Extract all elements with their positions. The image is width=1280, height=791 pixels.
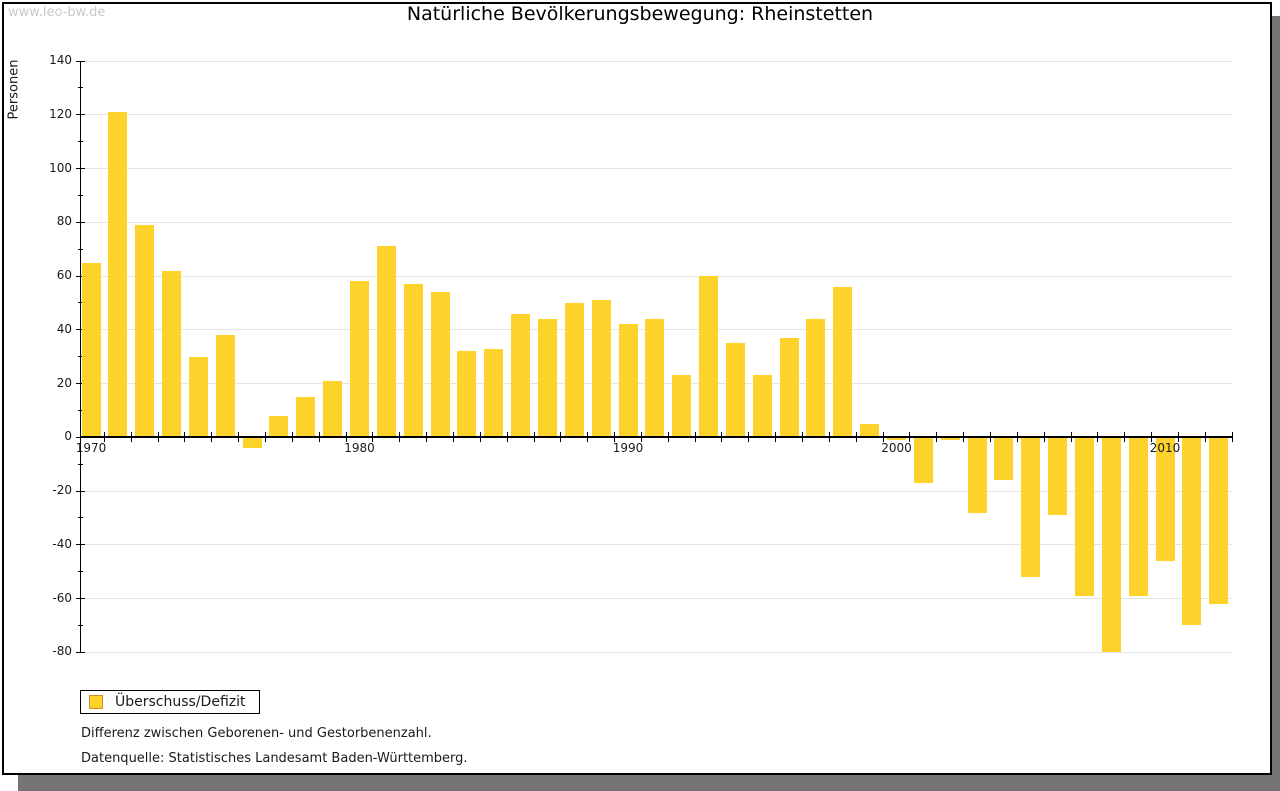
y-axis-label-20: 20	[56, 375, 72, 390]
gridline-60	[80, 275, 1232, 277]
y-axis-label-60: 60	[56, 268, 72, 282]
footnote-definition: Differenz zwischen Geborenen- und Gestor…	[81, 726, 432, 741]
bar-1983	[430, 292, 450, 438]
x-axis-label-2010: 2010	[1149, 441, 1181, 456]
bar-1975	[215, 335, 235, 438]
bar-1981	[376, 246, 396, 438]
bar-2012	[1209, 437, 1229, 604]
gridline-120	[80, 114, 1232, 116]
gridline-80	[80, 221, 1232, 223]
bar-1994	[725, 343, 745, 438]
bar-1999	[860, 423, 880, 438]
x-axis-line	[80, 436, 1232, 439]
y-axis-label--80: -80	[52, 644, 72, 659]
y-axis-label--20: -20	[52, 483, 72, 497]
y-axis-label--60: -60	[52, 590, 72, 605]
legend-swatch	[89, 695, 103, 709]
frame-shadow-right	[1272, 16, 1280, 791]
legend-label: Überschuss/Defizit	[115, 694, 246, 710]
frame-shadow-bottom	[18, 775, 1272, 791]
bar-2003	[967, 437, 987, 513]
bar-1979	[323, 380, 343, 438]
y-axis-label-120: 120	[49, 106, 72, 121]
bar-1996	[779, 337, 799, 438]
bar-1982	[403, 284, 423, 438]
bar-1991	[645, 319, 665, 438]
y-axis-line	[80, 61, 81, 653]
bar-1977	[269, 415, 289, 438]
gridline-140	[80, 60, 1232, 62]
bar-2000	[887, 437, 906, 440]
bar-1993	[699, 276, 719, 438]
gridline--60	[80, 598, 1232, 599]
bar-1989	[591, 300, 611, 438]
bar-1978	[296, 396, 316, 438]
gridline--40	[80, 544, 1232, 546]
gridline--80	[80, 651, 1232, 653]
chart-title: Natürliche Bevölkerungsbewegung: Rheinst…	[406, 3, 874, 25]
bar-2004	[994, 437, 1014, 481]
bar-2011	[1182, 437, 1202, 626]
bar-2010	[1155, 437, 1175, 561]
bar-1992	[672, 375, 692, 438]
bar-1985	[484, 348, 504, 438]
bar-1976	[242, 437, 262, 448]
bar-1988	[564, 302, 584, 438]
bar-2009	[1128, 437, 1148, 596]
y-axis-label-80: 80	[56, 214, 72, 229]
y-axis-label-0: 0	[64, 429, 72, 444]
bar-2005	[1021, 437, 1041, 577]
bar-2006	[1048, 437, 1068, 516]
bar-2008	[1101, 437, 1121, 653]
y-major-tick--80	[76, 651, 85, 653]
bar-1980	[350, 281, 369, 438]
bar-1974	[188, 356, 208, 438]
bar-1984	[457, 351, 477, 438]
legend: Überschuss/Defizit	[80, 690, 261, 714]
bar-1971	[108, 112, 128, 438]
gridline--20	[80, 490, 1232, 492]
watermark: www.leo-bw.de	[8, 5, 106, 20]
x-tick-43	[1231, 432, 1233, 443]
x-axis-label-1990: 1990	[612, 441, 644, 456]
y-axis-label-140: 140	[49, 53, 72, 67]
plot-area: 1970 1980 1990 2000 2010	[76, 60, 1233, 653]
bar-1987	[537, 319, 557, 438]
bar-1973	[162, 270, 182, 438]
y-axis-label--40: -40	[52, 536, 72, 551]
y-axis-labels: -80 -60 -40 -20 0 20 40 60 80 100 120 140	[0, 53, 80, 661]
bar-1970	[81, 262, 101, 438]
y-axis-label-100: 100	[49, 160, 72, 175]
bar-1986	[511, 313, 531, 438]
bar-1995	[752, 375, 772, 438]
bar-1997	[806, 319, 826, 438]
bar-2001	[913, 437, 933, 483]
x-axis-label-1980: 1980	[344, 441, 375, 456]
gridline-100	[80, 168, 1232, 169]
bar-2002	[940, 437, 960, 440]
bar-1998	[833, 286, 853, 438]
x-axis-label-2000: 2000	[881, 441, 912, 456]
bar-2007	[1074, 437, 1094, 596]
bar-1990	[618, 324, 638, 438]
footnote-source: Datenquelle: Statistisches Landesamt Bad…	[81, 751, 468, 766]
bar-1972	[135, 224, 155, 438]
x-axis-label-1970: 1970	[75, 441, 107, 456]
y-axis-label-40: 40	[56, 321, 72, 336]
